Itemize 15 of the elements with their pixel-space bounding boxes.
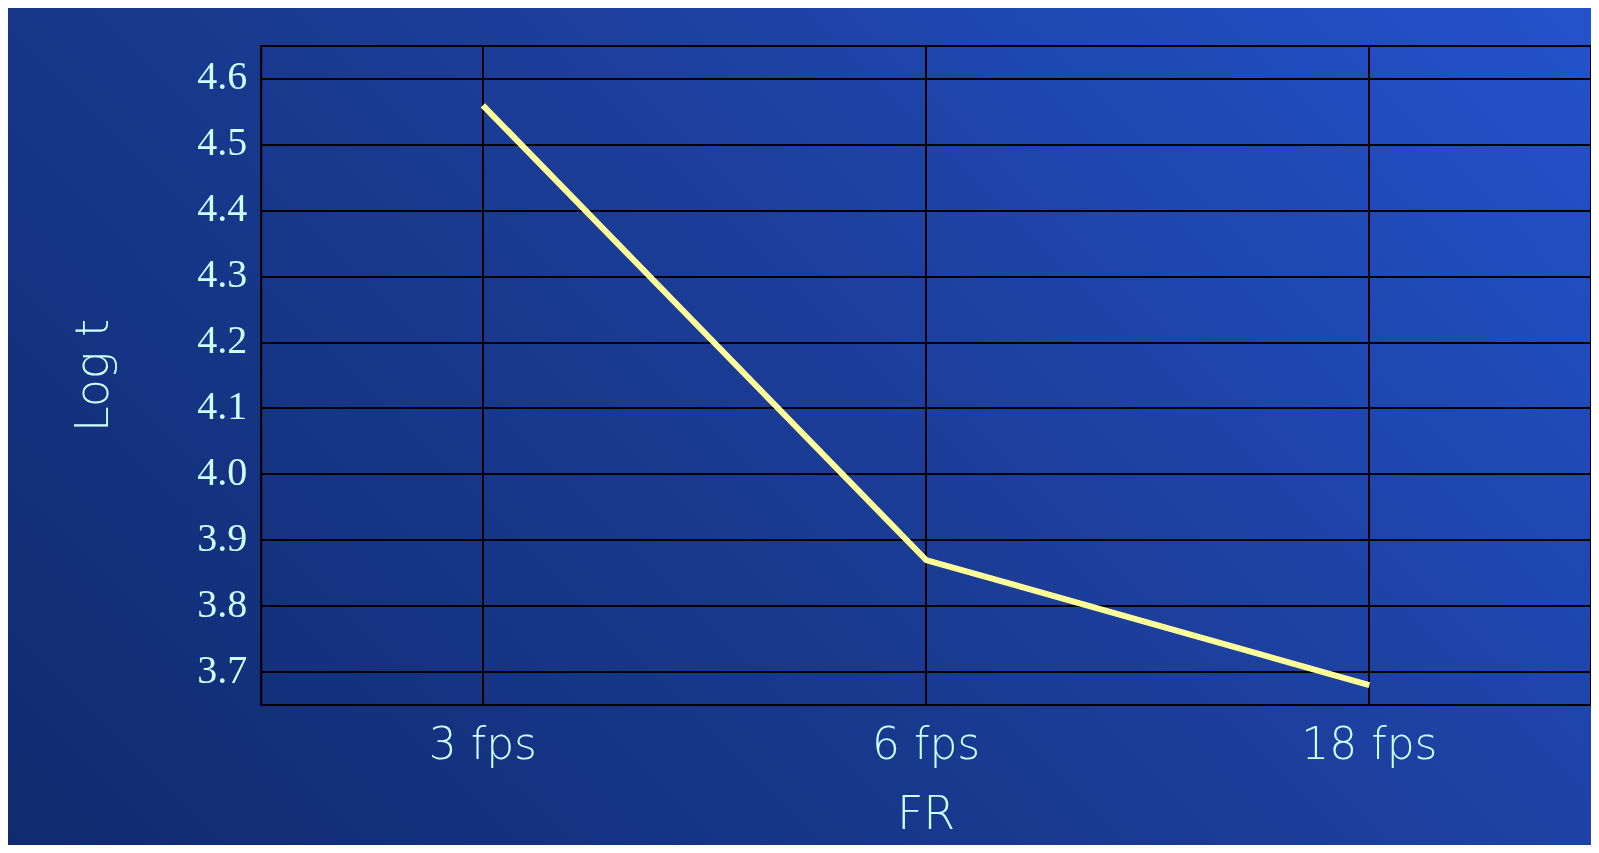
x-axis-title: FR <box>896 786 956 841</box>
y-tick-label: 4.6 <box>197 53 248 99</box>
x-tick-label: 18 fps <box>1301 717 1438 769</box>
y-tick-label: 4.0 <box>197 448 248 494</box>
y-tick-label: 4.3 <box>197 251 248 297</box>
y-tick-label: 4.5 <box>197 119 248 165</box>
y-tick-label: 3.8 <box>197 580 248 626</box>
x-tick-label: 3 fps <box>428 717 537 769</box>
x-tick-label: 6 fps <box>871 717 981 769</box>
y-axis-title: Log t <box>64 318 119 433</box>
y-tick-label: 3.9 <box>197 514 248 560</box>
y-tick-label: 3.7 <box>197 646 248 692</box>
y-tick-label: 4.2 <box>197 317 248 363</box>
y-tick-label: 4.4 <box>197 185 248 231</box>
y-tick-label: 4.1 <box>197 382 248 428</box>
